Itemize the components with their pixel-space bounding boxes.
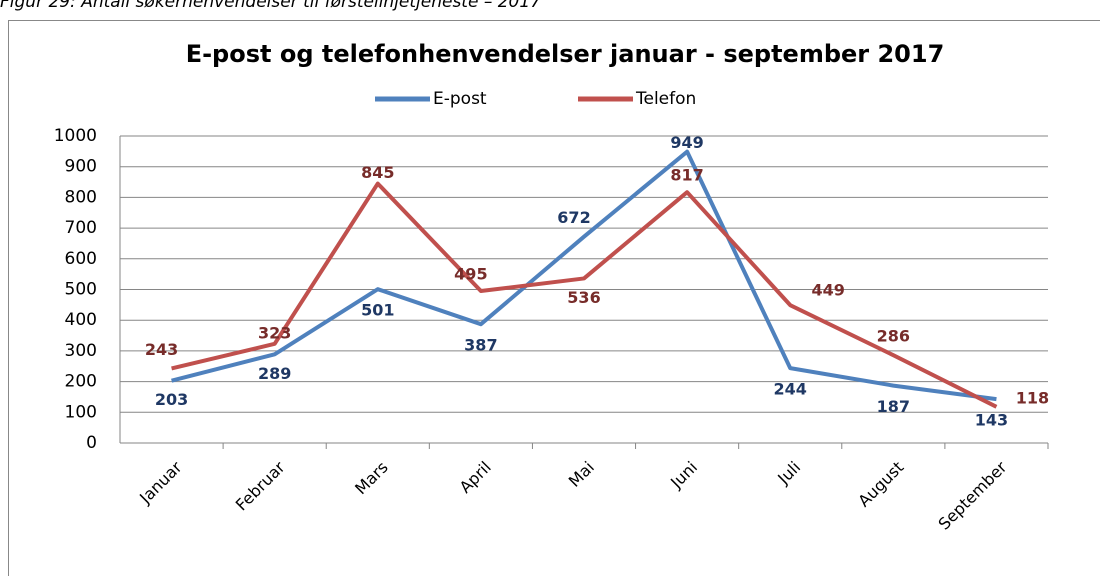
chart-border (8, 20, 1100, 576)
y-tick-label: 900 (65, 157, 97, 177)
x-tick-label: April (456, 458, 495, 497)
y-tick-label: 1000 (54, 126, 97, 146)
x-tick-label: Juni (666, 458, 701, 493)
x-tick-label: September (934, 457, 1010, 533)
data-label: 672 (557, 208, 590, 227)
data-label: 289 (258, 364, 291, 383)
data-label: 449 (812, 281, 845, 300)
y-tick-label: 500 (65, 280, 97, 300)
y-tick-label: 600 (65, 249, 97, 269)
data-label: 501 (361, 301, 394, 320)
y-tick-label: 100 (65, 402, 97, 422)
data-label: 187 (877, 397, 910, 416)
x-tick-label: Februar (232, 457, 289, 514)
data-label: 118 (1016, 388, 1049, 407)
y-tick-label: 0 (86, 433, 97, 453)
legend-label: Telefon (635, 89, 696, 109)
data-label: 845 (361, 163, 394, 182)
x-tick-label: Januar (135, 457, 186, 508)
data-label: 949 (670, 133, 703, 152)
y-tick-label: 800 (65, 187, 97, 207)
y-tick-label: 400 (65, 310, 97, 330)
legend-label: E-post (433, 89, 487, 109)
data-label: 495 (454, 265, 487, 284)
line-series (171, 181, 998, 409)
y-tick-label: 700 (65, 218, 97, 238)
chart-title: E-post og telefonhenvendelser januar - s… (186, 40, 945, 68)
x-tick-label: Mars (351, 458, 392, 499)
caption: Figur 29: Antall søkerhenvendelser til f… (0, 0, 541, 12)
line-series (171, 149, 997, 402)
x-tick-label: Juli (773, 458, 804, 489)
y-tick-label: 300 (65, 341, 97, 361)
data-label: 323 (258, 323, 291, 342)
data-label: 286 (877, 327, 910, 346)
data-label: 387 (464, 336, 497, 355)
data-label: 536 (567, 288, 600, 307)
data-label: 817 (670, 166, 703, 185)
x-tick-label: August (854, 458, 907, 511)
x-tick-label: Mai (565, 458, 598, 491)
data-label: 243 (145, 340, 178, 359)
y-tick-label: 200 (65, 372, 97, 392)
data-label: 203 (155, 390, 188, 409)
data-label: 143 (975, 411, 1008, 430)
data-label: 244 (774, 380, 807, 399)
